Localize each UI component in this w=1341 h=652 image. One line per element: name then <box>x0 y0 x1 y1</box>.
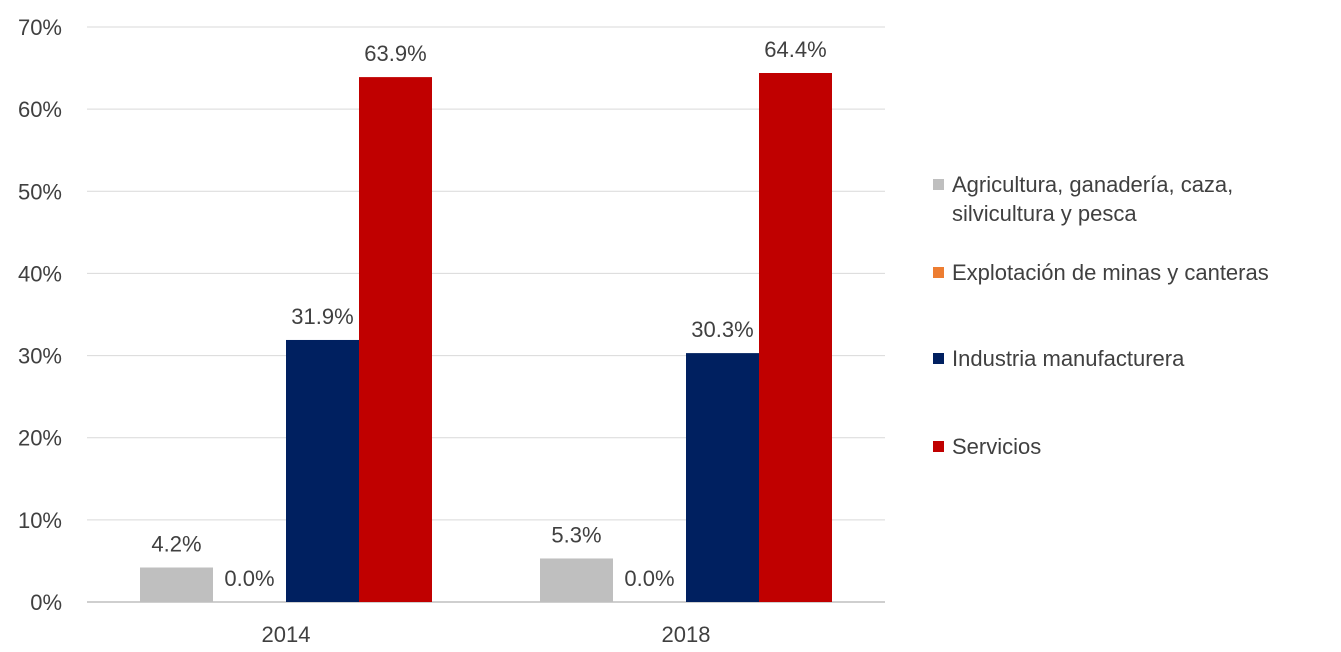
legend-swatch <box>933 441 944 452</box>
y-tick-label: 70% <box>18 15 62 40</box>
data-label: 30.3% <box>691 317 753 342</box>
y-tick-label: 20% <box>18 426 62 451</box>
bar <box>759 73 832 602</box>
legend-item-agricultura: Agricultura, ganadería, caza, silvicultu… <box>933 170 1341 228</box>
data-labels: 4.2% 0.0% 31.9% 63.9% 5.3% 0.0% 30.3% 64.4% <box>151 37 826 591</box>
data-label: 63.9% <box>364 41 426 66</box>
legend-swatch <box>933 179 944 190</box>
data-label: 4.2% <box>151 532 201 557</box>
legend-item-minas: Explotación de minas y canteras <box>933 258 1341 287</box>
data-label: 0.0% <box>624 566 674 591</box>
bar <box>686 353 759 602</box>
legend-swatch <box>933 267 944 278</box>
x-tick-label: 2018 <box>662 622 711 647</box>
legend-label: Agricultura, ganadería, caza, silvicultu… <box>952 172 1234 226</box>
y-tick-label: 10% <box>18 508 62 533</box>
legend-label: Servicios <box>952 434 1042 459</box>
data-label: 31.9% <box>291 304 353 329</box>
legend-label: Explotación de minas y canteras <box>952 260 1269 285</box>
data-label: 0.0% <box>224 566 274 591</box>
y-tick-label: 60% <box>18 97 62 122</box>
x-tick-label: 2014 <box>262 622 311 647</box>
bar <box>286 339 359 602</box>
bar <box>140 567 213 602</box>
y-tick-label: 40% <box>18 261 62 286</box>
bars <box>140 73 832 603</box>
bar <box>359 77 432 603</box>
legend-item-industria: Industria manufacturera <box>933 344 1341 373</box>
y-axis-ticks: 0% 10% 20% 30% 40% 50% 60% 70% <box>18 15 62 615</box>
x-axis-ticks: 2014 2018 <box>262 622 711 647</box>
data-label: 64.4% <box>764 37 826 62</box>
legend-label: Industria manufacturera <box>952 346 1185 371</box>
y-tick-label: 0% <box>30 590 62 615</box>
bar <box>540 558 613 602</box>
legend-swatch <box>933 353 944 364</box>
y-tick-label: 30% <box>18 344 62 369</box>
y-tick-label: 50% <box>18 179 62 204</box>
legend-item-servicios: Servicios <box>933 432 1341 461</box>
data-label: 5.3% <box>551 522 601 547</box>
